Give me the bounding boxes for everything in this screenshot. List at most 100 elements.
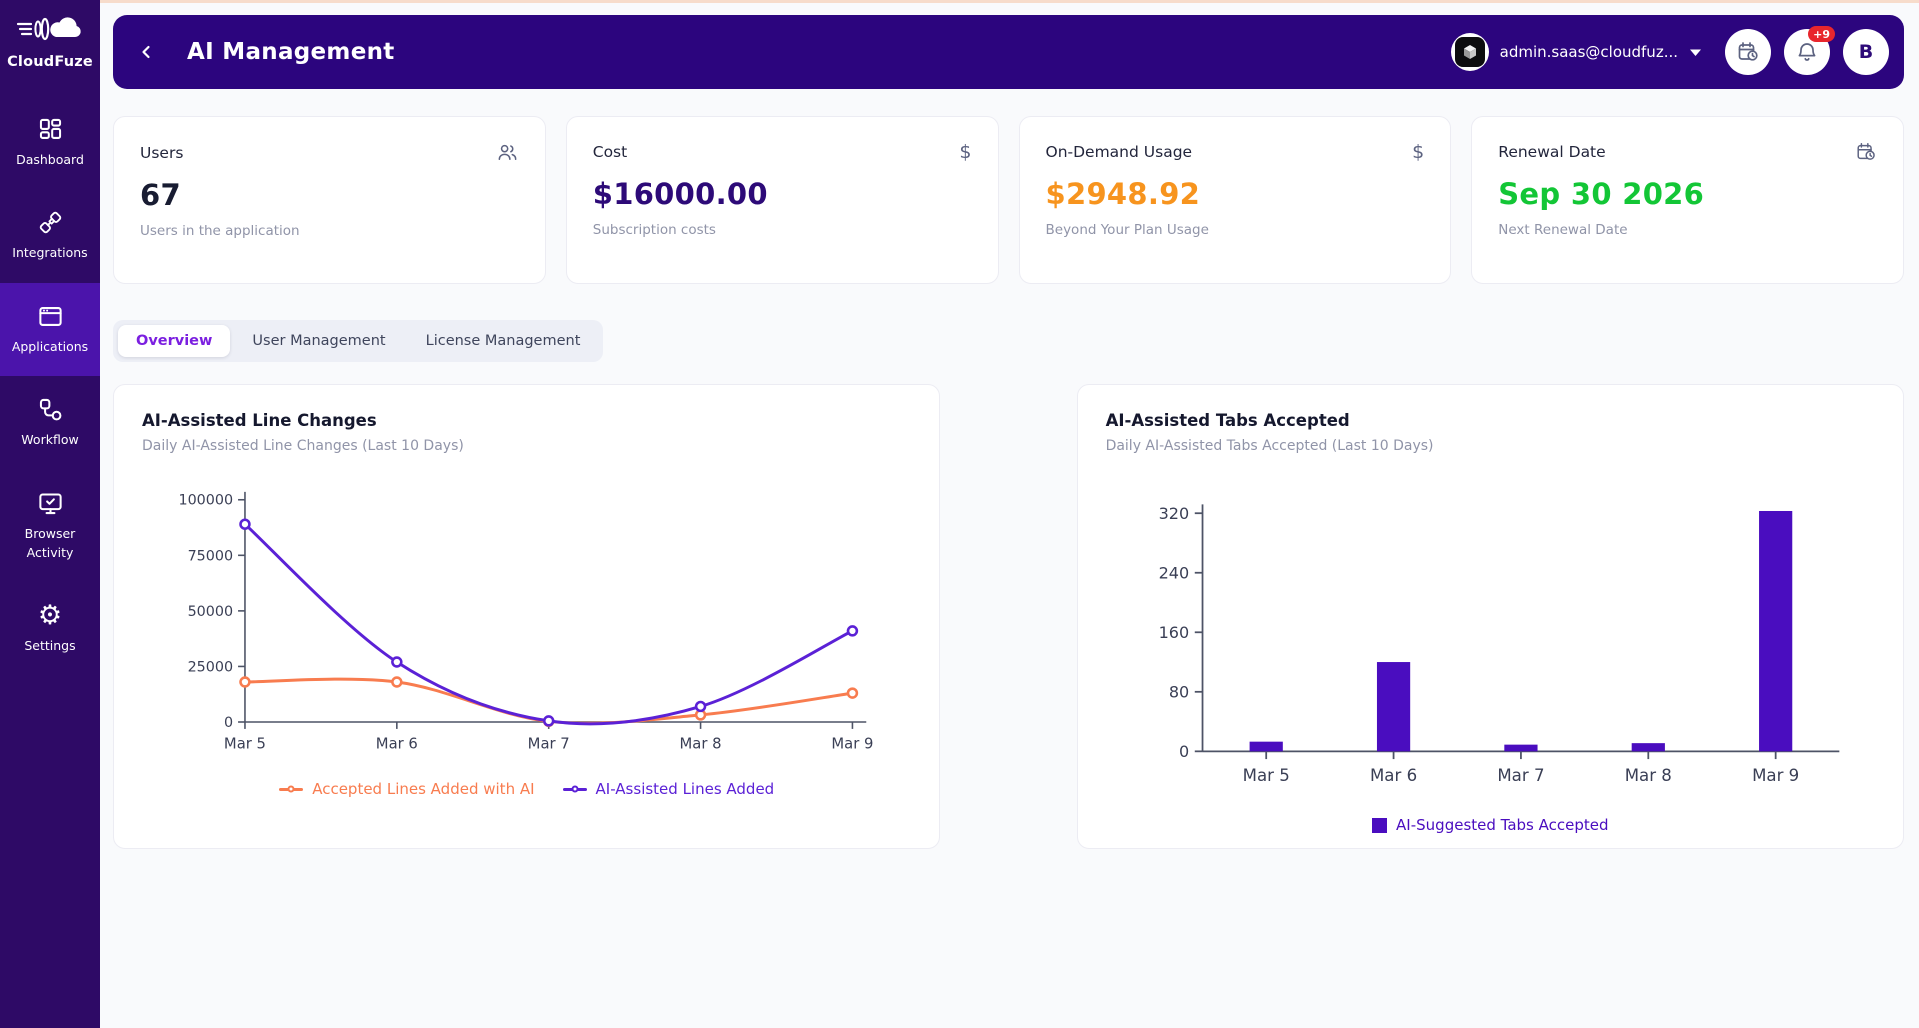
brand-name: CloudFuze	[7, 54, 93, 70]
profile-initial: B	[1858, 41, 1874, 63]
stat-subtitle: Users in the application	[140, 223, 300, 239]
sidebar-nav: Dashboard Integrations Applications	[0, 96, 100, 676]
calendar-button[interactable]	[1725, 29, 1771, 75]
svg-text:Mar 6: Mar 6	[376, 736, 418, 753]
chart-title: AI-Assisted Line Changes	[142, 411, 377, 430]
notification-badge: +9	[1808, 26, 1835, 42]
stat-subtitle: Next Renewal Date	[1498, 222, 1628, 238]
line-chart-card: AI-Assisted Line Changes Daily AI-Assist…	[113, 384, 941, 849]
svg-text:Mar 8: Mar 8	[1624, 766, 1671, 785]
stat-value: Sep 30 2026	[1498, 177, 1705, 211]
sidebar-item-settings[interactable]: ⚙ Settings	[0, 582, 100, 675]
legend-label: AI-Suggested Tabs Accepted	[1396, 816, 1609, 835]
cube-icon	[1454, 37, 1485, 67]
sidebar-item-applications[interactable]: Applications	[0, 282, 100, 377]
svg-text:80: 80	[1169, 682, 1189, 701]
calendar-clock-icon	[1738, 42, 1758, 61]
stat-value: $16000.00	[592, 177, 768, 211]
page-title: AI Management	[187, 39, 395, 65]
svg-text:Mar 5: Mar 5	[224, 736, 266, 753]
sidebar-item-label: Integrations	[12, 245, 88, 261]
stat-label: On-Demand Usage	[1045, 143, 1193, 161]
legend-item: Accepted Lines Added with AI	[279, 780, 535, 799]
calendar-clock-icon	[1857, 143, 1875, 160]
bell-icon	[1798, 43, 1816, 61]
stat-value: $2948.92	[1045, 177, 1201, 211]
browser-window-icon	[38, 306, 62, 326]
svg-text:320: 320	[1158, 504, 1189, 523]
user-menu[interactable]: admin.saas@cloudfuz...	[1450, 33, 1702, 71]
sidebar: CloudFuze Dashboard Integrations	[0, 0, 100, 1028]
tab-bar: Overview User Management License Managem…	[113, 320, 604, 362]
tab-user-management[interactable]: User Management	[252, 333, 386, 349]
chart-title: AI-Assisted Tabs Accepted	[1105, 411, 1350, 430]
sidebar-item-label: Applications	[11, 338, 89, 354]
sidebar-item-label: Dashboard	[16, 152, 84, 167]
back-button[interactable]	[129, 35, 163, 69]
legend-line-marker	[279, 785, 304, 793]
legend-line-marker	[562, 785, 587, 793]
svg-text:0: 0	[1179, 742, 1189, 761]
stat-label: Renewal Date	[1498, 143, 1606, 161]
svg-text:Mar 9: Mar 9	[1752, 766, 1799, 785]
svg-text:Mar 8: Mar 8	[680, 736, 722, 753]
dollar-icon: $	[959, 141, 972, 163]
profile-avatar[interactable]: B	[1843, 29, 1889, 75]
plug-icon	[39, 212, 61, 234]
stat-card-users: Users 67 Users in the application	[113, 116, 546, 284]
svg-text:Mar 9: Mar 9	[832, 736, 874, 753]
legend-item: AI-Assisted Lines Added	[562, 780, 775, 799]
chart-subtitle: Daily AI-Assisted Line Changes (Last 10 …	[142, 438, 464, 454]
svg-text:160: 160	[1158, 623, 1189, 642]
legend-label: AI-Assisted Lines Added	[595, 780, 775, 799]
user-avatar	[1450, 33, 1489, 71]
svg-text:0: 0	[224, 715, 233, 731]
sidebar-item-integrations[interactable]: Integrations	[0, 189, 100, 282]
stat-subtitle: Beyond Your Plan Usage	[1045, 222, 1209, 238]
stat-card-renewal-date: Renewal Date Sep 30 2026 Next Renewal Da…	[1471, 116, 1904, 284]
line-chart-legend: Accepted Lines Added with AI AI-Assisted…	[142, 780, 911, 798]
bar-chart-legend: AI-Suggested Tabs Accepted	[1106, 816, 1875, 834]
header-actions: admin.saas@cloudfuz... +9 B	[1450, 26, 1889, 75]
sidebar-item-browser-activity[interactable]: Browser Activity	[0, 470, 100, 583]
sidebar-item-label: Browser Activity	[24, 525, 76, 560]
cloudfuze-logo: CloudFuze	[3, 0, 97, 72]
main-content: AI Management admin.saas@cloudfuz...	[100, 0, 1919, 849]
stat-label: Cost	[592, 143, 628, 161]
svg-text:Mar 7: Mar 7	[528, 736, 570, 753]
legend-item: AI-Suggested Tabs Accepted	[1372, 816, 1609, 835]
notifications-button[interactable]: +9	[1784, 26, 1835, 75]
sidebar-item-label: Settings	[24, 638, 76, 654]
cloudfuze-cloud-logo	[16, 17, 81, 41]
page-top-accent	[100, 0, 1919, 3]
stat-label: Users	[140, 143, 184, 162]
sidebar-item-workflow[interactable]: Workflow	[0, 376, 100, 469]
gear-icon: ⚙	[37, 600, 63, 632]
dashboard-grid-icon	[39, 118, 61, 139]
app-header: AI Management admin.saas@cloudfuz...	[113, 15, 1904, 89]
monitor-check-icon	[38, 492, 62, 514]
svg-text:50000: 50000	[188, 604, 234, 620]
sidebar-item-label: Workflow	[21, 432, 79, 448]
stat-value: 67	[140, 178, 181, 212]
sidebar-item-dashboard[interactable]: Dashboard	[0, 96, 100, 189]
svg-text:240: 240	[1158, 563, 1189, 582]
tab-overview[interactable]: Overview	[118, 325, 231, 357]
tab-license-management[interactable]: License Management	[425, 333, 581, 349]
svg-text:Mar 6: Mar 6	[1370, 766, 1417, 785]
legend-label: Accepted Lines Added with AI	[312, 780, 535, 799]
chart-subtitle: Daily AI-Assisted Tabs Accepted (Last 10…	[1105, 438, 1434, 454]
svg-text:75000: 75000	[188, 548, 234, 564]
dollar-icon: $	[1412, 141, 1425, 163]
bar-chart-card: AI-Assisted Tabs Accepted Daily AI-Assis…	[1076, 384, 1904, 849]
charts-row: AI-Assisted Line Changes Daily AI-Assist…	[113, 384, 1904, 849]
user-email: admin.saas@cloudfuz...	[1499, 43, 1678, 61]
svg-text:25000: 25000	[188, 659, 234, 675]
stat-card-on-demand-usage: On-Demand Usage $ $2948.92 Beyond Your P…	[1018, 116, 1452, 284]
stat-card-cost: Cost $ $16000.00 Subscription costs	[565, 116, 999, 284]
line-chart: 0 25000 50000 75000 100000 Mar 5 Mar 6 Mar 7 Mar…	[179, 491, 874, 753]
users-icon	[498, 144, 517, 160]
svg-text:Mar 7: Mar 7	[1497, 766, 1544, 785]
svg-text:100000: 100000	[179, 493, 234, 509]
chevron-left-icon	[142, 45, 150, 59]
